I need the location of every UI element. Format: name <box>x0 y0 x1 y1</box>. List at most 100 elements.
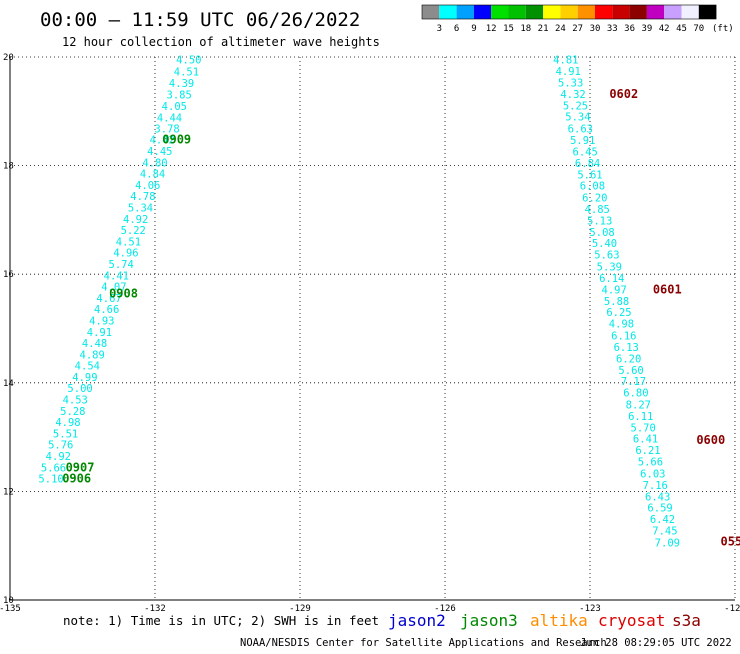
wave-height-value: 5.00 <box>67 383 92 395</box>
jason3-track: 4.504.514.393.854.054.443.784.424.454.80… <box>38 55 201 486</box>
wave-height-value: 5.61 <box>577 169 602 181</box>
wave-height-value: 5.40 <box>592 238 617 250</box>
color-scale-label: 24 <box>555 24 566 34</box>
satellite-name-jason2: jason2 <box>388 611 446 630</box>
wave-height-value: 4.53 <box>63 395 88 407</box>
wave-height-value: 4.48 <box>82 338 107 350</box>
wave-height-value: 4.92 <box>123 214 148 226</box>
color-swatch <box>474 5 491 19</box>
wave-height-value: 4.81 <box>553 55 578 67</box>
wave-height-value: 4.99 <box>72 372 97 384</box>
wave-height-value: 5.22 <box>121 225 146 237</box>
latitude-label: 14 <box>3 379 14 389</box>
wave-height-value: 7.09 <box>655 537 680 549</box>
pass-time-label: 0602 <box>609 87 638 101</box>
pass-time-label: 0600 <box>696 433 725 447</box>
wave-height-value: 5.91 <box>570 135 595 147</box>
pass-time-label: 0559 <box>721 534 740 548</box>
color-scale-label: 18 <box>520 24 531 34</box>
wave-height-value: 4.05 <box>162 101 187 113</box>
color-scale-label: 15 <box>503 24 514 34</box>
color-swatch <box>630 5 647 19</box>
wave-height-value: 6.45 <box>573 146 598 158</box>
generated-timestamp: Jun 28 08:29:05 UTC 2022 <box>580 637 732 649</box>
wave-height-value: 6.59 <box>647 503 672 515</box>
pass-time-label: 0906 <box>62 471 91 485</box>
color-swatch <box>422 5 439 19</box>
wave-height-value: 6.13 <box>614 342 639 354</box>
color-scale-label: 6 <box>454 24 459 34</box>
wave-height-value: 5.60 <box>618 365 643 377</box>
satellite-name-cryosat: cryosat <box>598 611 665 630</box>
cryosat-track: 4.814.915.334.325.255.346.635.916.456.84… <box>553 55 740 550</box>
wave-height-value: 7.45 <box>652 525 677 537</box>
wave-height-value: 5.63 <box>594 250 619 262</box>
wave-height-value: 6.25 <box>606 307 631 319</box>
wave-height-value: 4.54 <box>75 360 100 372</box>
color-swatch <box>543 5 560 19</box>
pass-time-label: 0909 <box>162 133 191 147</box>
wave-height-value: 6.16 <box>611 331 636 343</box>
wave-height-value: 4.91 <box>556 66 581 78</box>
wave-height-value: 5.51 <box>53 428 78 440</box>
wave-height-value: 6.21 <box>635 445 660 457</box>
wave-height-value: 4.98 <box>55 417 80 429</box>
wave-height-value: 4.41 <box>104 270 129 282</box>
latitude-label: 18 <box>3 162 14 172</box>
wave-height-value: 7.17 <box>621 376 646 388</box>
color-swatch <box>664 5 681 19</box>
color-swatch <box>647 5 664 19</box>
wave-height-value: 8.27 <box>626 400 651 412</box>
wave-height-value: 4.51 <box>174 67 199 79</box>
wave-height-value: 6.14 <box>599 273 624 285</box>
wave-height-value: 5.25 <box>563 100 588 112</box>
latitude-label: 20 <box>3 53 14 63</box>
wave-height-value: 5.74 <box>109 259 134 271</box>
wave-height-value: 6.20 <box>582 193 607 205</box>
wave-height-value: 4.80 <box>142 157 167 169</box>
wave-height-value: 5.70 <box>631 422 656 434</box>
wave-height-value: 4.45 <box>147 146 172 158</box>
wave-height-value: 6.03 <box>640 468 665 480</box>
wave-height-value: 4.98 <box>609 319 634 331</box>
wave-height-value: 6.11 <box>628 411 653 423</box>
color-swatch <box>578 5 595 19</box>
wave-height-value: 4.78 <box>130 191 155 203</box>
wave-height-value: 4.39 <box>169 78 194 90</box>
color-swatch <box>457 5 474 19</box>
wave-height-value: 6.84 <box>575 158 600 170</box>
wave-height-value: 6.80 <box>623 388 648 400</box>
color-scale-label: 30 <box>590 24 601 34</box>
wave-height-value: 4.84 <box>140 169 165 181</box>
color-scale-label: 9 <box>471 24 476 34</box>
wave-height-value: 5.33 <box>558 78 583 90</box>
wave-height-value: 6.41 <box>633 434 658 446</box>
wave-height-value: 6.42 <box>650 514 675 526</box>
wave-height-value: 4.93 <box>89 315 114 327</box>
color-scale-label: 27 <box>572 24 583 34</box>
wave-height-value: 4.50 <box>176 55 201 67</box>
wave-height-value: 6.20 <box>616 353 641 365</box>
color-scale-label: 45 <box>676 24 687 34</box>
color-swatch <box>612 5 629 19</box>
color-swatch <box>509 5 526 19</box>
wave-height-value: 5.88 <box>604 296 629 308</box>
map-title: 00:00 – 11:59 UTC 06/26/2022 <box>40 9 360 31</box>
wave-height-value: 4.96 <box>113 247 138 259</box>
color-swatch <box>491 5 508 19</box>
color-swatch <box>526 5 543 19</box>
wave-height-value: 5.76 <box>48 440 73 452</box>
wave-height-value: 3.85 <box>167 89 192 101</box>
longitude-label: -120 <box>724 604 740 614</box>
wave-height-value: 4.66 <box>94 304 119 316</box>
color-scale-label: 21 <box>538 24 549 34</box>
color-scale-label: 42 <box>659 24 670 34</box>
wave-height-value: 5.34 <box>565 112 590 124</box>
wave-height-value: 6.08 <box>580 181 605 193</box>
wave-height-value: 4.97 <box>602 284 627 296</box>
color-scale-label: 39 <box>641 24 652 34</box>
color-swatch <box>595 5 612 19</box>
latitude-label: 10 <box>3 596 14 606</box>
